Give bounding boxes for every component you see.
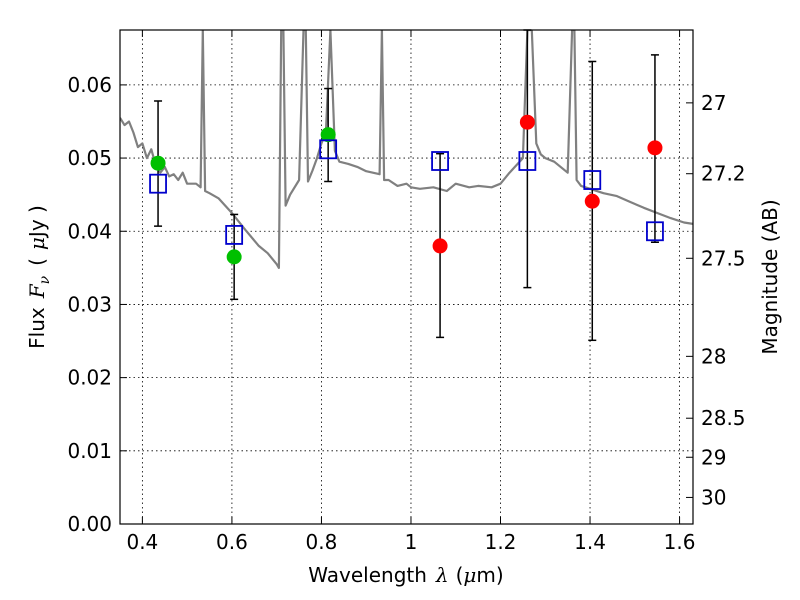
right-axis-title: Magnitude (AB) bbox=[758, 199, 782, 354]
photometry-point bbox=[226, 249, 242, 265]
y-axis-title-symbol: F bbox=[25, 283, 49, 299]
x-axis-title-unit-rest: m) bbox=[476, 563, 503, 587]
y-tick-label: 0.03 bbox=[67, 292, 112, 316]
magnitude-tick-label: 28.5 bbox=[701, 406, 746, 430]
x-axis-title-text: Wavelength bbox=[308, 563, 427, 587]
model-photometry-square bbox=[225, 225, 244, 245]
model-photometry-square bbox=[431, 151, 449, 171]
photometry-point bbox=[320, 127, 336, 143]
model-spectrum bbox=[120, 30, 693, 269]
y-axis-title-unit-mu: μ bbox=[25, 237, 49, 250]
y-axis-title-text: Flux bbox=[25, 307, 49, 349]
photometry-point bbox=[432, 238, 448, 254]
magnitude-tick-label: 27.5 bbox=[701, 246, 746, 270]
x-tick-label: 0.4 bbox=[126, 530, 158, 554]
magnitude-tick-label: 29 bbox=[701, 445, 726, 469]
tick-labels: 0.4 0.6 0.8 1 1.2 1.4 1.6 0.00 0.01 0.02 0.03 0.04 0… bbox=[67, 73, 745, 554]
x-axis-title-symbol: λ bbox=[435, 563, 449, 587]
data-markers bbox=[149, 114, 664, 265]
axis-ticks bbox=[120, 30, 693, 525]
model-photometry-square bbox=[646, 221, 664, 242]
x-axis-title-unit-open: ( bbox=[456, 563, 464, 587]
magnitude-tick-label: 30 bbox=[701, 485, 726, 509]
y-axis-title-subscript: ν bbox=[37, 275, 53, 284]
x-axis-title: Wavelength λ (μm) bbox=[308, 563, 503, 587]
x-tick-label: 1.4 bbox=[574, 530, 606, 554]
model-photometry-square bbox=[583, 170, 602, 190]
y-tick-label: 0.01 bbox=[67, 439, 112, 463]
x-tick-label: 1 bbox=[405, 530, 418, 554]
magnitude-tick-label: 28 bbox=[701, 344, 726, 368]
photometry-point bbox=[584, 193, 600, 209]
x-tick-label: 1.6 bbox=[664, 530, 696, 554]
x-tick-label: 0.6 bbox=[216, 530, 248, 554]
model-photometry-square bbox=[149, 173, 167, 194]
x-tick-label: 0.8 bbox=[306, 530, 338, 554]
model-photometry-square bbox=[319, 139, 338, 160]
y-tick-label: 0.02 bbox=[67, 366, 112, 390]
x-tick-label: 1.2 bbox=[485, 530, 517, 554]
photometry-point bbox=[519, 114, 535, 130]
x-axis-title-unit-mu: μ bbox=[463, 563, 476, 587]
model-photometry-square bbox=[518, 151, 537, 171]
y-tick-label: 0.06 bbox=[67, 73, 112, 97]
plot-frame bbox=[119, 29, 694, 525]
magnitude-tick-label: 27.2 bbox=[701, 162, 746, 186]
y-tick-label: 0.05 bbox=[67, 146, 112, 170]
y-tick-label: 0.04 bbox=[67, 219, 112, 243]
spectrum-line bbox=[120, 30, 693, 269]
photometry-point bbox=[150, 155, 166, 171]
y-tick-label: 0.00 bbox=[67, 512, 112, 536]
y-axis-title: Flux Fν ( μJy ) bbox=[25, 205, 53, 349]
photometry-point bbox=[647, 140, 663, 156]
y-axis-title-unit-rest: Jy ) bbox=[25, 205, 49, 239]
magnitude-tick-label: 27 bbox=[701, 91, 726, 115]
y-axis-title-unit-open: ( bbox=[25, 258, 49, 266]
